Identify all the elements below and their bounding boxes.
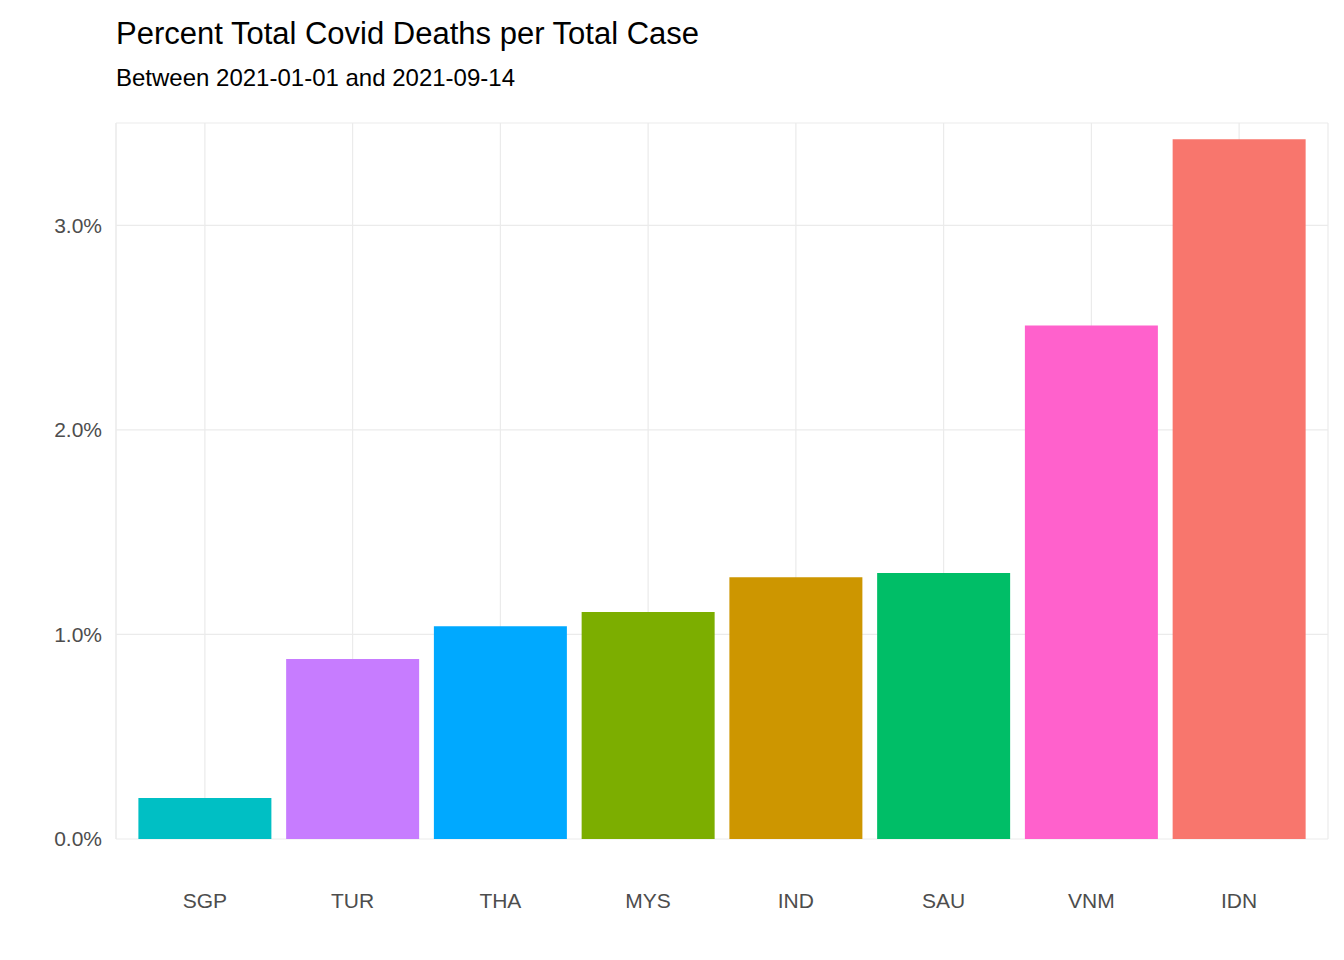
svg-text:3.0%: 3.0% xyxy=(54,214,102,237)
svg-text:MYS: MYS xyxy=(625,889,671,912)
html-text:Percent Total Covid Deaths per: Percent Total Covid Deaths per Total Cas… xyxy=(116,16,699,51)
svg-text:SGP: SGP xyxy=(183,889,227,912)
svg-text:THA: THA xyxy=(479,889,521,912)
svg-text:SAU: SAU xyxy=(922,889,965,912)
svg-text:IDN: IDN xyxy=(1221,889,1257,912)
svg-text:VNM: VNM xyxy=(1068,889,1115,912)
svg-text:TUR: TUR xyxy=(331,889,374,912)
svg-text:1.0%: 1.0% xyxy=(54,623,102,646)
svg-text:0.0%: 0.0% xyxy=(54,827,102,850)
svg-text:2.0%: 2.0% xyxy=(54,418,102,441)
svg-text:IND: IND xyxy=(778,889,814,912)
html-text:Between 2021-01-01 and 2021-09: Between 2021-01-01 and 2021-09-14 xyxy=(116,64,515,91)
